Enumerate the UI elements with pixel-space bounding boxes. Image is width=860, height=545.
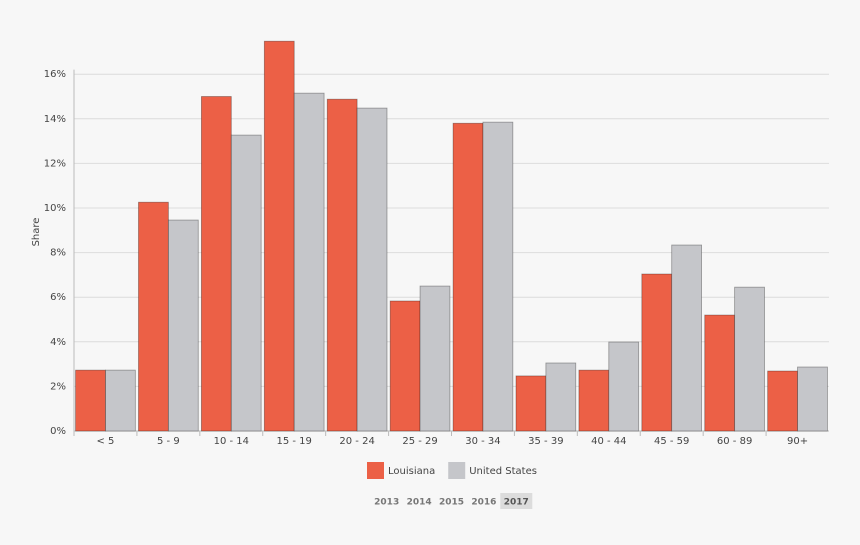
bar: [419, 285, 451, 432]
y-tick-label: 14%: [44, 114, 66, 125]
x-tick-label: < 5: [96, 436, 114, 447]
x-tick-label: 25 - 29: [402, 436, 437, 447]
year-option[interactable]: 2017: [504, 498, 529, 508]
y-tick-label: 10%: [44, 203, 66, 214]
y-tick-label: 0%: [50, 426, 66, 437]
bar: [293, 92, 325, 432]
year-selected-bg: [500, 493, 533, 509]
x-tick-label: 30 - 34: [465, 436, 500, 447]
legend-label[interactable]: United States: [469, 466, 537, 477]
x-tick-label: 40 - 44: [591, 436, 626, 447]
bar: [452, 122, 484, 432]
bar: [671, 244, 702, 432]
bar: [482, 121, 514, 432]
bar: [797, 366, 828, 432]
y-tick-label: 4%: [50, 337, 66, 348]
x-tick-label: 90+: [787, 436, 808, 447]
year-option[interactable]: 2016: [471, 498, 496, 508]
bar: [734, 286, 765, 432]
bar: [608, 341, 640, 432]
x-tick-label: 15 - 19: [276, 436, 311, 447]
bar: [138, 201, 169, 432]
y-tick-label: 6%: [50, 292, 66, 303]
bar: [578, 369, 610, 432]
bar: [230, 134, 262, 432]
year-option[interactable]: 2013: [374, 498, 399, 508]
bar: [167, 219, 199, 432]
year-option[interactable]: 2015: [439, 498, 464, 508]
bar: [704, 314, 736, 432]
bar: [356, 107, 388, 432]
year-option[interactable]: 2014: [407, 498, 432, 508]
x-tick-label: 20 - 24: [339, 436, 374, 447]
bar: [515, 375, 547, 432]
bar: [105, 369, 136, 432]
x-tick-label: 35 - 39: [528, 436, 563, 447]
y-axis-label: Share: [31, 218, 42, 247]
legend-swatch[interactable]: [448, 462, 466, 479]
x-tick-label: 45 - 59: [654, 436, 689, 447]
bar: [326, 98, 358, 432]
y-tick-label: 12%: [44, 158, 66, 169]
y-tick-label: 2%: [50, 381, 66, 392]
legend-label[interactable]: Louisiana: [388, 466, 435, 477]
x-tick-label: 60 - 89: [717, 436, 752, 447]
x-tick-label: 5 - 9: [157, 436, 180, 447]
y-tick-label: 16%: [44, 69, 66, 80]
bar: [545, 362, 577, 432]
bar: [389, 300, 421, 432]
x-tick-label: 10 - 14: [214, 436, 249, 447]
legend-swatch[interactable]: [367, 462, 384, 479]
bar: [201, 96, 232, 432]
y-tick-label: 8%: [50, 248, 66, 259]
bar: [767, 370, 798, 432]
bar: [641, 273, 673, 432]
bar: [75, 369, 106, 432]
bar: [263, 40, 295, 432]
